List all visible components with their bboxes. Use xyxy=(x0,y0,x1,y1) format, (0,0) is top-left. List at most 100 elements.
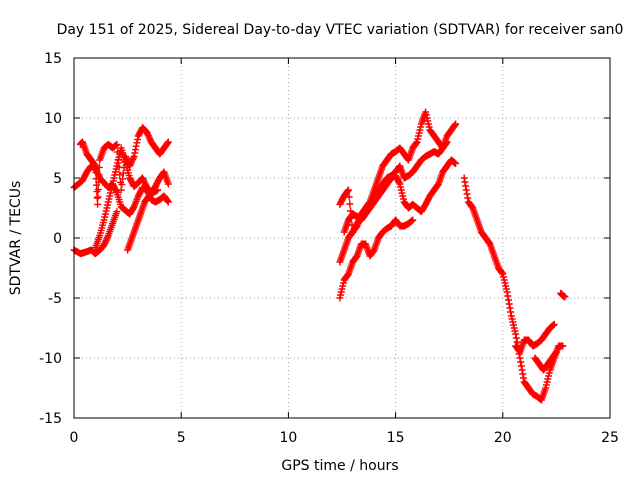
data-point xyxy=(139,174,147,182)
data-point xyxy=(164,138,172,146)
data-point xyxy=(517,358,525,366)
data-point xyxy=(552,348,560,356)
data-point xyxy=(126,160,134,168)
data-point xyxy=(348,221,356,229)
data-point xyxy=(95,163,103,171)
data-point xyxy=(119,169,127,177)
data-point xyxy=(345,193,353,201)
data-point xyxy=(116,171,124,179)
data-point xyxy=(145,133,153,141)
data-point xyxy=(462,186,470,194)
data-point xyxy=(550,320,558,328)
data-point xyxy=(442,139,450,147)
data-point xyxy=(114,156,122,164)
y-axis-label: SDTVAR / TECUs xyxy=(8,181,24,296)
data-point xyxy=(513,338,521,346)
data-point xyxy=(518,366,526,374)
data-point xyxy=(512,330,520,338)
data-point xyxy=(128,157,136,165)
data-point xyxy=(559,342,567,350)
data-point xyxy=(94,186,102,194)
data-point xyxy=(409,216,417,224)
data-point xyxy=(464,194,472,202)
data-point xyxy=(129,156,137,164)
data-point xyxy=(117,186,125,194)
data-point xyxy=(412,139,420,147)
data-point xyxy=(139,176,147,184)
data-point xyxy=(103,235,111,243)
x-axis-label: GPS time / hours xyxy=(281,458,398,474)
x-tick-label: 15 xyxy=(387,430,405,446)
data-point xyxy=(505,300,513,308)
data-point xyxy=(443,138,451,146)
data-point xyxy=(132,142,140,150)
data-point xyxy=(346,200,354,208)
x-tick-label: 5 xyxy=(177,430,186,446)
data-point xyxy=(130,152,138,160)
data-point xyxy=(101,238,109,246)
data-point xyxy=(503,288,511,296)
data-points xyxy=(70,108,569,404)
data-point xyxy=(164,180,172,188)
data-point xyxy=(101,240,109,248)
data-point xyxy=(93,194,101,202)
x-tick-label: 10 xyxy=(279,430,297,446)
series-track-9 xyxy=(336,108,451,236)
x-tick-label: 0 xyxy=(70,430,79,446)
data-point xyxy=(452,120,460,128)
data-point xyxy=(113,208,121,216)
x-tick-label: 20 xyxy=(494,430,512,446)
data-point xyxy=(112,187,120,195)
y-tick-label: -5 xyxy=(48,291,62,307)
data-point xyxy=(91,161,99,169)
data-point xyxy=(119,175,127,183)
data-point xyxy=(344,187,352,195)
y-tick-label: 15 xyxy=(44,51,62,67)
axis-ticks: 0 5 10 15 20 25 -15 -10 -5 0 5 10 15 xyxy=(39,51,619,446)
data-point xyxy=(347,214,355,222)
data-point xyxy=(126,162,134,170)
series-track-5 xyxy=(124,186,162,254)
y-tick-label: -15 xyxy=(39,411,62,427)
data-point xyxy=(144,130,152,138)
data-point xyxy=(395,179,403,187)
data-point xyxy=(131,146,139,154)
data-point xyxy=(504,292,512,300)
data-point xyxy=(512,334,520,342)
data-point xyxy=(143,128,151,136)
data-point xyxy=(463,190,471,198)
series-track-12 xyxy=(531,348,560,374)
series-track-2 xyxy=(91,180,172,252)
series-track-6 xyxy=(336,216,417,302)
data-point xyxy=(451,121,459,129)
y-tick-label: 10 xyxy=(44,111,62,127)
data-point xyxy=(552,349,560,357)
data-point xyxy=(134,135,142,143)
data-point xyxy=(114,148,122,156)
data-point xyxy=(154,186,162,194)
data-point xyxy=(164,198,172,206)
data-point xyxy=(122,154,130,162)
data-point xyxy=(498,269,506,277)
data-point xyxy=(517,362,525,370)
data-point xyxy=(100,241,108,249)
data-point xyxy=(505,296,513,304)
data-point xyxy=(104,233,112,241)
data-point xyxy=(120,164,128,172)
data-point xyxy=(461,178,469,186)
data-point xyxy=(507,308,515,316)
data-point xyxy=(462,182,470,190)
data-point xyxy=(347,207,355,215)
data-point xyxy=(506,304,514,312)
y-tick-label: 5 xyxy=(53,171,62,187)
grid-lines xyxy=(74,58,610,418)
data-point xyxy=(121,152,129,160)
x-tick-label: 25 xyxy=(601,430,619,446)
data-point xyxy=(344,186,352,194)
data-point xyxy=(131,149,139,157)
data-point xyxy=(113,140,121,148)
data-point xyxy=(164,197,172,205)
data-point xyxy=(141,179,149,187)
series-track-11 xyxy=(512,320,558,356)
